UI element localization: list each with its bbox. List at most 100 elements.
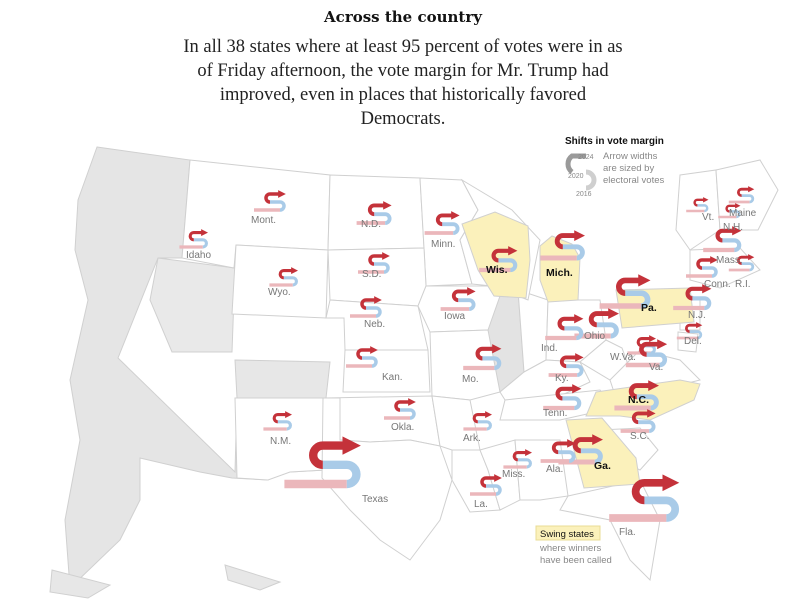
legend-swing-swatch bbox=[535, 525, 601, 541]
shift-arrow-mont bbox=[254, 190, 286, 212]
state-label-wis: Wis. bbox=[486, 264, 508, 276]
shift-arrows bbox=[179, 186, 755, 522]
state-label-kan: Kan. bbox=[382, 372, 403, 383]
state-label-idaho: Idaho bbox=[186, 250, 211, 261]
shift-2020-n-c bbox=[636, 394, 659, 411]
state-label-tenn: Tenn. bbox=[543, 408, 567, 419]
shift-2020-texas bbox=[322, 460, 361, 489]
shift-arrow-kan bbox=[346, 346, 378, 368]
shift-arrow-neb bbox=[350, 296, 382, 318]
shift-2020-del bbox=[689, 330, 703, 340]
shift-arrow-idaho bbox=[179, 229, 209, 249]
state-label-minn: Minn. bbox=[431, 239, 455, 250]
legend-note-line-1: Arrow widths bbox=[603, 151, 658, 162]
shift-2020-va bbox=[646, 352, 667, 368]
state-label-la: La. bbox=[474, 499, 488, 510]
shift-2024-ala bbox=[551, 439, 576, 455]
shift-arrow-tenn bbox=[543, 384, 582, 411]
state-label-pa: Pa. bbox=[641, 302, 657, 314]
shift-2020-ga bbox=[580, 448, 603, 465]
shift-2024-mo bbox=[475, 344, 502, 361]
shift-2024-ind bbox=[557, 314, 584, 331]
state-label-mich: Mich. bbox=[546, 267, 573, 279]
shift-arrow-n-c bbox=[614, 380, 659, 411]
shift-2024-fla bbox=[631, 474, 680, 505]
shift-2020-n-m bbox=[277, 420, 292, 431]
state-label-vt: Vt. bbox=[702, 212, 714, 223]
map-title: Across the country bbox=[324, 8, 482, 26]
shift-2024-ohio bbox=[588, 308, 619, 328]
state-label-okla: Okla. bbox=[391, 422, 414, 433]
shift-2024-kan bbox=[356, 346, 378, 360]
shift-2020-neb bbox=[366, 306, 382, 318]
state-shape-georgia bbox=[565, 417, 641, 489]
legend-year-2020: 2020 bbox=[568, 173, 584, 180]
shift-2020-miss bbox=[517, 458, 532, 469]
state-label-ohio: Ohio bbox=[584, 331, 606, 342]
legend-arrow-2024 bbox=[565, 153, 586, 174]
shift-2020-idaho bbox=[193, 238, 208, 249]
state-label-iowa: Iowa bbox=[444, 311, 466, 322]
state-label-texas: Texas bbox=[362, 494, 388, 505]
shift-2024-r-i bbox=[737, 254, 755, 265]
shift-arrow-mo bbox=[463, 344, 502, 371]
shift-2020-n-d bbox=[374, 212, 392, 225]
shift-2024-n-d bbox=[367, 201, 392, 217]
shift-2020-mich bbox=[562, 244, 585, 261]
shift-2020-mo bbox=[482, 356, 502, 371]
shift-2020-iowa bbox=[458, 298, 476, 311]
shift-2020-s-c bbox=[638, 420, 656, 433]
shift-2024-n-c bbox=[628, 380, 659, 400]
state-label-ind: Ind. bbox=[541, 343, 558, 354]
shift-arrow-iowa bbox=[440, 287, 476, 311]
shift-2024-mont bbox=[264, 190, 286, 204]
legend-year-2016: 2016 bbox=[576, 191, 592, 198]
shift-arrow-pa bbox=[599, 274, 651, 309]
state-label-s-c: S.C. bbox=[630, 431, 649, 442]
shift-2020-minn bbox=[442, 222, 460, 235]
shift-2020-n-h bbox=[729, 210, 741, 219]
swing-states bbox=[461, 211, 701, 489]
shift-2024-miss bbox=[512, 449, 533, 462]
shift-2024-tenn bbox=[555, 384, 582, 401]
state-label-conn: Conn. bbox=[704, 279, 731, 290]
shift-2020-tenn bbox=[562, 396, 582, 411]
shift-2024-n-m bbox=[272, 411, 293, 424]
shift-2020-vt bbox=[697, 204, 709, 213]
shift-2020-ky bbox=[566, 364, 584, 377]
shift-arrow-mass bbox=[703, 226, 742, 253]
shift-2024-ky bbox=[559, 353, 584, 369]
state-label-mass: Mass. bbox=[716, 255, 743, 266]
state-label-r-i: R.I. bbox=[735, 279, 751, 290]
shift-arrow-n-h bbox=[718, 203, 741, 219]
shift-arrow-va bbox=[625, 339, 668, 368]
state-label-ky: Ky. bbox=[555, 373, 569, 384]
shift-arrow-mich bbox=[540, 230, 585, 261]
shift-2020-conn bbox=[702, 266, 718, 278]
state-label-neb: Neb. bbox=[364, 319, 385, 330]
state-label-n-h: N.H. bbox=[723, 222, 743, 233]
shift-2024-s-c bbox=[631, 409, 656, 425]
state-shape-pennsylvania bbox=[615, 287, 695, 329]
shift-arrow-s-d bbox=[358, 252, 390, 274]
legend-note-line-3: electoral votes bbox=[603, 175, 665, 186]
legend-year-2024: 2024 bbox=[578, 154, 594, 161]
shift-2020-ark bbox=[477, 420, 492, 431]
shift-2020-kan bbox=[362, 356, 378, 368]
legend-swing-note-1: where winners bbox=[539, 543, 601, 554]
shift-arrow-ind bbox=[545, 314, 584, 341]
shift-arrow-conn bbox=[686, 256, 718, 278]
shift-arrow-n-j bbox=[673, 284, 712, 311]
shift-arrow-vt bbox=[686, 197, 709, 213]
shift-2024-neb bbox=[360, 296, 382, 310]
shift-2020-pa bbox=[625, 290, 651, 309]
state-label-fla: Fla. bbox=[619, 527, 636, 538]
shift-2024-mass bbox=[715, 226, 742, 243]
map-subtitle: In all 38 states where at least 95 perce… bbox=[183, 37, 623, 129]
shift-arrow-la bbox=[470, 474, 502, 496]
legend-swing: Swing states where winners have been cal… bbox=[535, 525, 612, 566]
state-label-wyo: Wyo. bbox=[268, 287, 291, 298]
state-shape-michigan bbox=[539, 235, 581, 303]
shift-2024-conn bbox=[696, 256, 718, 270]
legend-title: Shifts in vote margin bbox=[565, 136, 664, 147]
